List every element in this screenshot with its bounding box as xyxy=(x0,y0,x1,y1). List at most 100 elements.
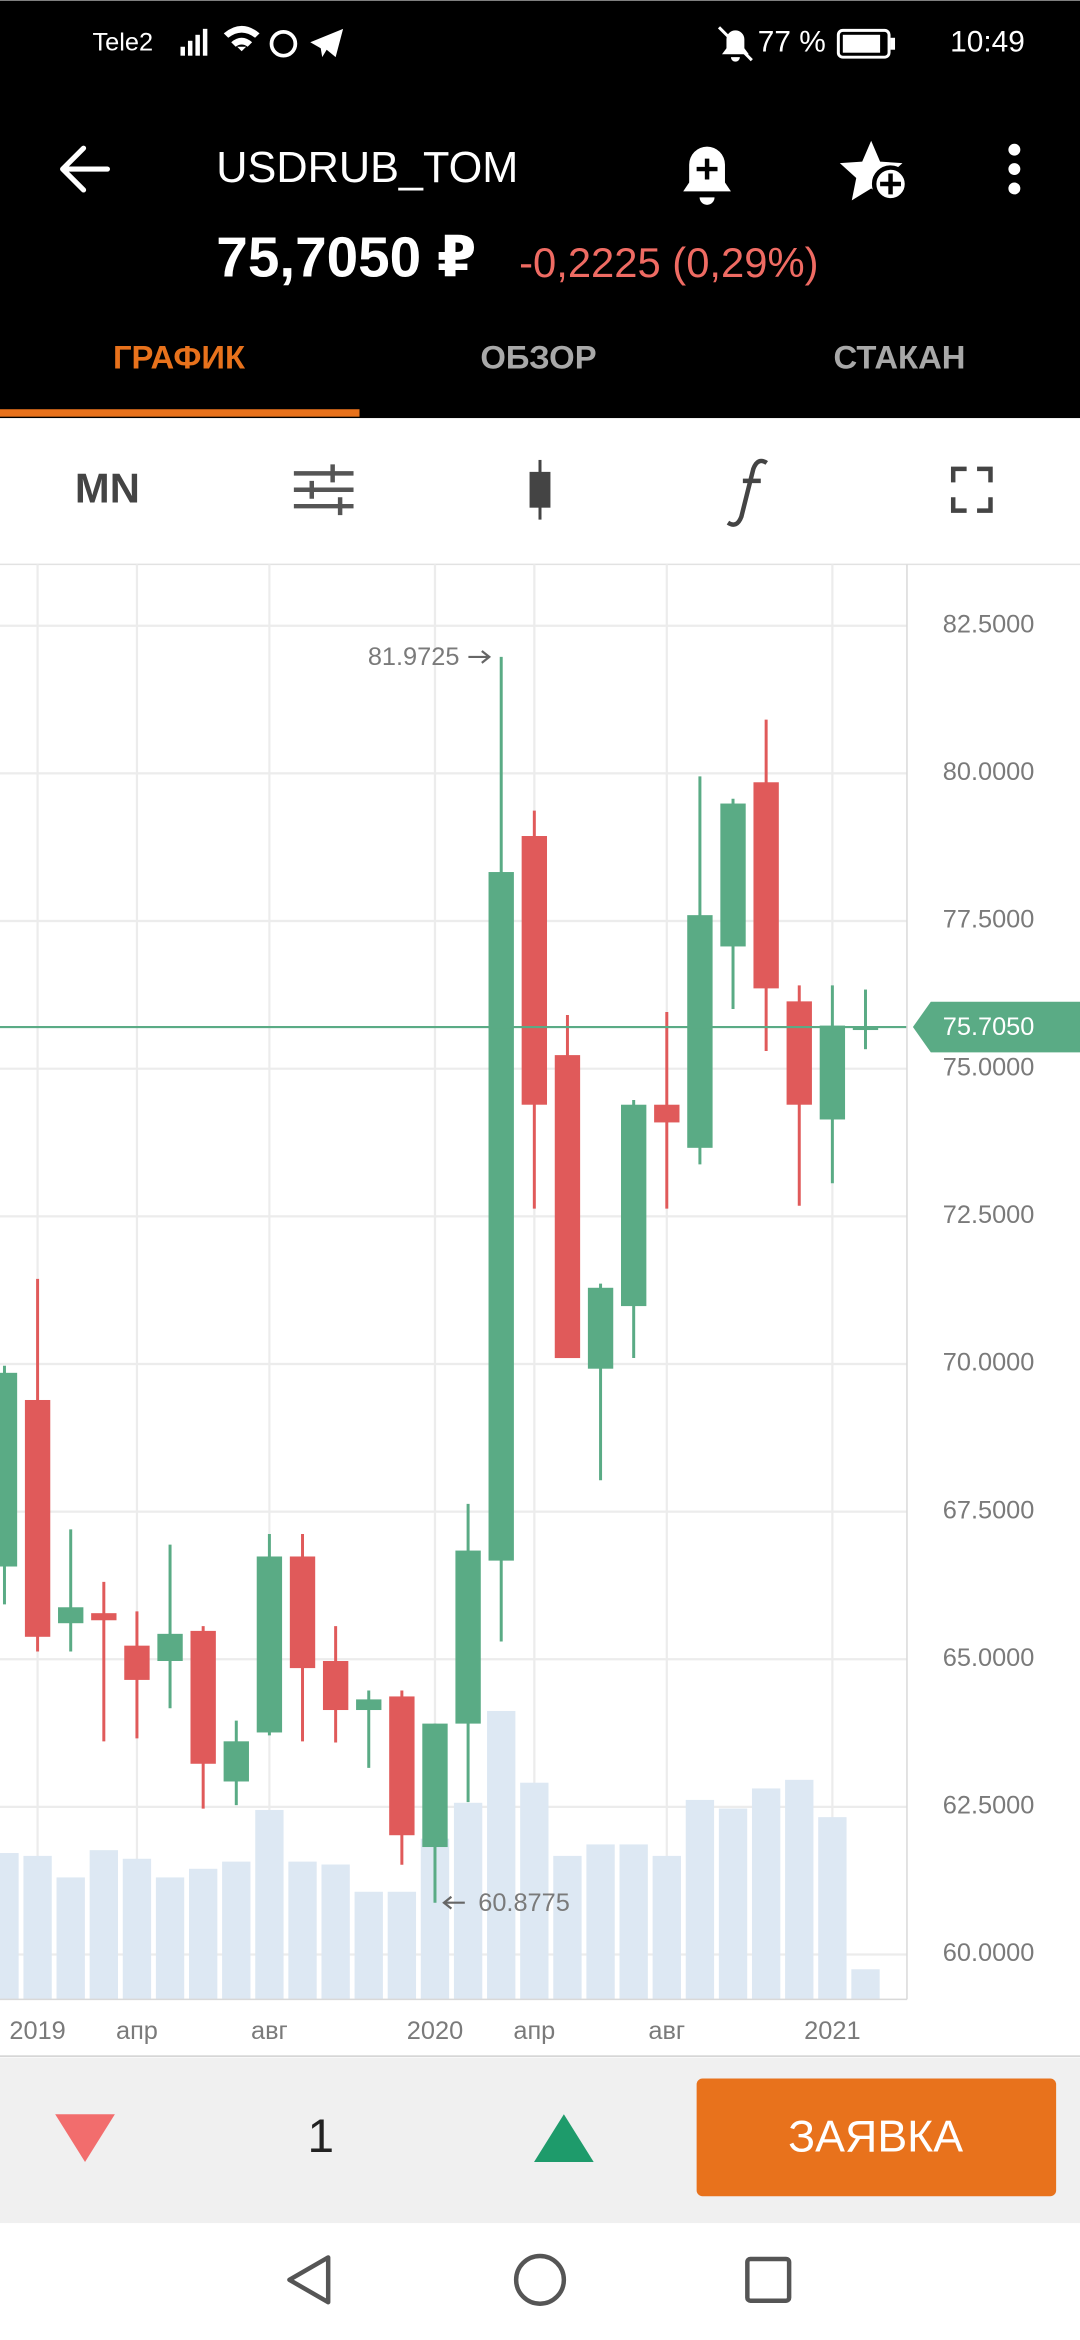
y-tick-label: 62.5000 xyxy=(943,1792,1035,1820)
volume-bar xyxy=(0,1853,19,2000)
candle-body xyxy=(587,1287,614,1369)
y-tick-label: 72.5000 xyxy=(943,1201,1035,1229)
indicators-button[interactable] xyxy=(726,458,768,527)
candle-body xyxy=(654,1104,680,1123)
nav-home[interactable] xyxy=(513,2253,567,2306)
y-tick-label: 70.0000 xyxy=(943,1349,1035,1377)
candle-body xyxy=(24,1399,51,1637)
volume-bar xyxy=(718,1808,748,2000)
price-change: -0,2225 (0,29%) xyxy=(519,239,818,286)
y-tick-label: 77.5000 xyxy=(943,906,1035,934)
volume-bar xyxy=(818,1817,847,2000)
candle-type-button[interactable] xyxy=(529,459,551,520)
max-label: 81.9725 xyxy=(368,643,460,671)
tab[interactable]: ГРАФИК xyxy=(113,339,246,376)
favorite-button[interactable] xyxy=(839,140,910,203)
candle-body xyxy=(819,1025,846,1120)
candle-body xyxy=(289,1556,316,1669)
candle-body xyxy=(687,915,713,1148)
volume-bar xyxy=(851,1969,880,2000)
price: 75,7050 ₽ xyxy=(216,227,476,290)
candle-body xyxy=(389,1696,415,1836)
candle-body xyxy=(852,1027,879,1031)
tab[interactable]: ОБЗОР xyxy=(480,339,596,376)
candle-body xyxy=(124,1645,150,1680)
volume-bar xyxy=(652,1855,681,2000)
volume-bar xyxy=(122,1858,152,2000)
volume-bar xyxy=(586,1844,615,2000)
last-price-tag xyxy=(912,1001,1080,1053)
candle-body xyxy=(91,1613,117,1621)
volume-bar xyxy=(553,1855,582,2000)
carrier: Tele2 xyxy=(92,28,153,56)
volume-bar xyxy=(453,1802,483,2000)
chart: 60.0000 62.5000 65.0000 67.5000 70.0000 72.50… xyxy=(0,564,1080,2045)
volume-bar xyxy=(89,1850,118,2000)
y-tick-label: 75.0000 xyxy=(943,1053,1035,1081)
min-arrow xyxy=(442,1895,465,1910)
volume-bar xyxy=(288,1861,317,2000)
volume-bar xyxy=(619,1844,648,2000)
candle-body xyxy=(157,1633,183,1662)
candle-body xyxy=(521,836,548,1105)
order-button[interactable] xyxy=(696,2078,1057,2197)
period-button[interactable]: MN xyxy=(75,464,140,511)
x-tick-label: 2021 xyxy=(804,2017,860,2045)
quantity[interactable]: 1 xyxy=(307,2110,334,2163)
candle-body xyxy=(322,1661,349,1711)
decrease-button[interactable] xyxy=(55,2114,115,2162)
x-tick-label: апр xyxy=(116,2017,158,2045)
y-tick-label: 67.5000 xyxy=(943,1496,1035,1524)
ticker: USDRUB_TOM xyxy=(216,144,518,192)
x-tick-label: авг xyxy=(251,2017,288,2045)
clock: 10:49 xyxy=(950,26,1025,59)
candle-body xyxy=(621,1104,647,1307)
candle-body xyxy=(753,782,779,989)
app-bar xyxy=(0,0,1080,419)
alert-button[interactable] xyxy=(683,146,731,205)
tab[interactable]: СТАКАН xyxy=(834,339,966,376)
x-tick-label: апр xyxy=(513,2017,555,2045)
increase-button[interactable] xyxy=(534,2114,594,2162)
candle-body xyxy=(190,1630,216,1764)
x-tick-label: авг xyxy=(648,2017,685,2045)
order-button-label: ЗАЯВКА xyxy=(788,2111,963,2161)
candle-body xyxy=(554,1055,581,1359)
settings-button[interactable] xyxy=(293,464,354,516)
volume-bar xyxy=(56,1877,85,2000)
volume-bar xyxy=(354,1891,383,2000)
max-arrow xyxy=(468,650,492,664)
status-icons xyxy=(180,25,896,62)
candle-body xyxy=(256,1556,283,1733)
last-price-label: 75.7050 xyxy=(943,1013,1035,1041)
back-button[interactable] xyxy=(60,145,111,193)
nav-recent[interactable] xyxy=(745,2256,792,2303)
volume-bar xyxy=(155,1877,185,2000)
volume-bar xyxy=(189,1868,218,2000)
candle-body xyxy=(455,1550,481,1724)
y-tick-label: 65.0000 xyxy=(943,1644,1035,1672)
volume-bar xyxy=(520,1782,549,2000)
volume-bar xyxy=(751,1788,781,2000)
y-tick-label: 60.0000 xyxy=(943,1939,1035,1967)
menu-button[interactable] xyxy=(1008,143,1021,195)
y-tick-label: 80.0000 xyxy=(943,758,1035,786)
y-tick-label: 82.5000 xyxy=(943,610,1035,638)
nav-back[interactable] xyxy=(287,2255,331,2305)
candle-body xyxy=(422,1723,448,1848)
volume-bar xyxy=(222,1861,251,2000)
tab-indicator xyxy=(0,409,360,417)
volume-bar xyxy=(785,1779,814,2000)
candle-body xyxy=(58,1607,84,1624)
volume-bar xyxy=(487,1710,516,2000)
nav-bar xyxy=(0,2223,1080,2340)
x-tick-label: 2020 xyxy=(407,2017,463,2045)
candle-body xyxy=(786,1001,812,1105)
volume-bar xyxy=(321,1864,350,2000)
min-label: 60.8775 xyxy=(478,1889,570,1917)
volume-bar xyxy=(23,1855,52,2000)
candle-body xyxy=(223,1741,249,1782)
fullscreen-button[interactable] xyxy=(950,466,993,513)
volume-bar xyxy=(685,1799,715,2000)
